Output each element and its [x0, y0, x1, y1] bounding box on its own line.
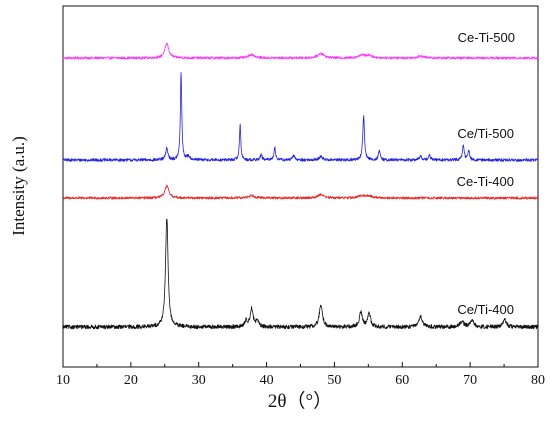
- x-tick-label-30: 30: [192, 373, 206, 388]
- series-labels: Ce-Ti-500 Ce/Ti-500 Ce-Ti-400 Ce/Ti-400: [457, 30, 515, 317]
- x-tick-label-40: 40: [260, 373, 274, 388]
- series-label-ce-ti-500: Ce-Ti-500: [458, 30, 515, 45]
- series-line-ce-ti-500: [62, 72, 539, 162]
- series-line-ce-ti-400: [62, 218, 539, 330]
- x-tick-label-10: 10: [56, 373, 70, 388]
- x-tick-label-80: 80: [531, 373, 545, 388]
- x-tick-label-60: 60: [395, 373, 409, 388]
- series-label-ce-ti-400: Ce/Ti-400: [457, 302, 514, 317]
- series-label-ce-ti-400: Ce-Ti-400: [457, 174, 514, 189]
- x-tick-label-70: 70: [463, 373, 477, 388]
- series-group: [62, 43, 539, 330]
- x-axis-tick-labels: 10 20 30 40 50 60 70 80: [56, 373, 545, 388]
- y-axis-title: Intensity (a.u.): [9, 136, 28, 236]
- x-tick-label-20: 20: [124, 373, 138, 388]
- series-line-ce-ti-500: [62, 43, 539, 60]
- series-line-ce-ti-400: [62, 185, 539, 200]
- series-label-ce-ti-500: Ce/Ti-500: [457, 126, 514, 141]
- x-axis-ticks: [62, 362, 539, 367]
- x-tick-label-50: 50: [327, 373, 341, 388]
- x-axis-title: 2θ（°）: [268, 390, 332, 412]
